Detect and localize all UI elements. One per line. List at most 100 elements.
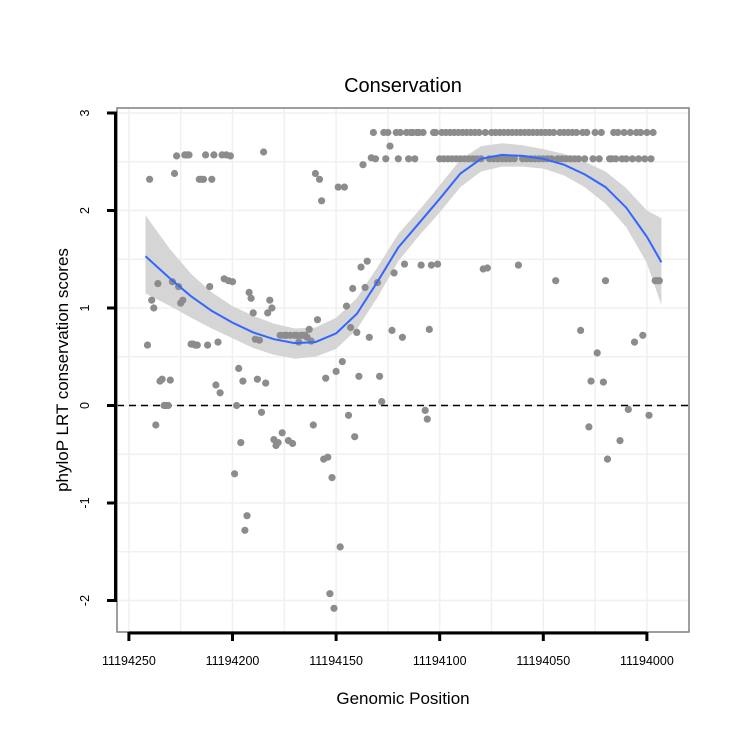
data-point bbox=[647, 155, 655, 163]
data-point bbox=[514, 261, 523, 269]
x-tick-label: 11194200 bbox=[206, 654, 260, 668]
data-point bbox=[268, 304, 276, 312]
data-point bbox=[216, 389, 224, 397]
data-point bbox=[245, 288, 253, 296]
data-point bbox=[307, 337, 315, 345]
data-point bbox=[328, 474, 336, 482]
data-point bbox=[603, 455, 612, 463]
data-point bbox=[589, 155, 597, 163]
data-point bbox=[309, 421, 317, 429]
data-point bbox=[421, 406, 429, 414]
data-point bbox=[313, 316, 322, 324]
data-point bbox=[166, 376, 174, 384]
data-point bbox=[432, 128, 440, 137]
data-point bbox=[278, 429, 286, 437]
data-point bbox=[624, 405, 632, 413]
data-point bbox=[649, 128, 657, 137]
y-tick-label: 3 bbox=[78, 109, 92, 116]
data-points bbox=[143, 128, 663, 612]
data-point bbox=[143, 341, 152, 349]
data-point bbox=[170, 169, 179, 178]
chart-title: Conservation bbox=[344, 75, 462, 97]
x-axis-label: Genomic Position bbox=[336, 689, 469, 708]
data-point bbox=[235, 364, 243, 372]
data-point bbox=[386, 142, 394, 150]
data-point bbox=[202, 151, 210, 159]
data-point bbox=[255, 336, 263, 344]
data-point bbox=[164, 401, 172, 410]
y-tick-label: -2 bbox=[78, 595, 92, 606]
data-point bbox=[158, 375, 166, 383]
data-point bbox=[572, 128, 581, 137]
data-point bbox=[322, 374, 330, 382]
data-point bbox=[363, 257, 371, 265]
data-point bbox=[574, 155, 583, 163]
data-point bbox=[349, 284, 357, 293]
data-point bbox=[382, 155, 390, 163]
smooth-line-group bbox=[144, 153, 663, 345]
data-point bbox=[318, 197, 326, 205]
data-point bbox=[330, 604, 338, 612]
data-point bbox=[353, 328, 361, 336]
data-point bbox=[552, 277, 560, 285]
data-point bbox=[365, 333, 373, 341]
data-point bbox=[148, 296, 156, 304]
confidence-band-group bbox=[145, 143, 662, 359]
data-point bbox=[585, 423, 593, 431]
data-point bbox=[587, 377, 595, 385]
data-point bbox=[150, 304, 158, 312]
data-point bbox=[214, 338, 222, 346]
data-point bbox=[483, 264, 491, 272]
data-point bbox=[612, 155, 620, 163]
x-tick-label: 11194150 bbox=[309, 654, 363, 668]
data-point bbox=[475, 128, 483, 137]
data-point bbox=[635, 155, 643, 163]
data-point bbox=[351, 433, 359, 441]
data-point bbox=[550, 128, 558, 137]
data-point bbox=[208, 175, 216, 183]
x-tick-label: 11194100 bbox=[413, 654, 467, 668]
data-point bbox=[342, 302, 351, 310]
data-point bbox=[332, 367, 340, 375]
data-point bbox=[247, 294, 255, 302]
data-point bbox=[599, 378, 608, 386]
data-point bbox=[616, 437, 624, 445]
data-point bbox=[289, 439, 297, 448]
data-point bbox=[601, 277, 610, 285]
data-point bbox=[405, 155, 413, 163]
data-point bbox=[620, 128, 628, 137]
confidence-band bbox=[145, 143, 662, 359]
data-point bbox=[396, 128, 404, 137]
x-tick-label: 11194000 bbox=[620, 654, 674, 668]
data-point bbox=[645, 411, 653, 419]
data-point bbox=[260, 148, 268, 156]
data-point bbox=[206, 283, 214, 291]
data-point bbox=[340, 183, 348, 191]
y-tick-label: 2 bbox=[78, 207, 92, 214]
data-point bbox=[655, 277, 663, 285]
data-point bbox=[264, 309, 272, 317]
data-point bbox=[622, 155, 630, 163]
data-point bbox=[253, 375, 261, 383]
data-point bbox=[344, 411, 353, 419]
data-point bbox=[324, 453, 332, 461]
data-point bbox=[425, 325, 433, 333]
data-point bbox=[347, 323, 355, 332]
data-point bbox=[239, 377, 247, 385]
data-point bbox=[481, 128, 489, 137]
data-point bbox=[577, 326, 585, 334]
data-point bbox=[231, 470, 239, 478]
data-point bbox=[583, 128, 591, 137]
y-tick-label: 1 bbox=[78, 304, 92, 311]
data-point bbox=[641, 155, 649, 163]
data-point bbox=[199, 175, 208, 183]
data-point bbox=[226, 152, 234, 160]
data-point bbox=[510, 155, 518, 163]
data-point bbox=[394, 155, 402, 163]
data-point bbox=[204, 341, 212, 349]
y-tick-label: 0 bbox=[78, 402, 92, 409]
data-point bbox=[241, 526, 249, 534]
data-point bbox=[376, 372, 384, 380]
data-point bbox=[630, 338, 639, 346]
data-point bbox=[237, 439, 245, 447]
